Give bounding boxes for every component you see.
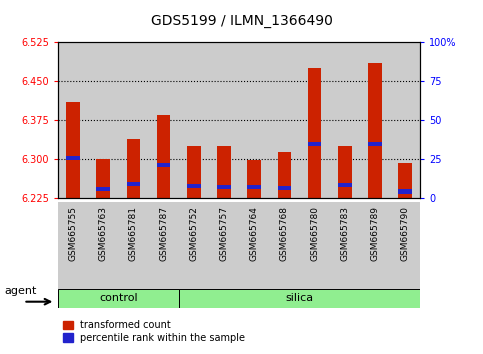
Bar [157,163,170,167]
Bar [338,183,352,187]
Bar [179,289,420,308]
Bar [360,42,390,198]
Text: GSM665783: GSM665783 [340,206,349,261]
Bar [149,202,179,294]
Text: GSM665781: GSM665781 [129,206,138,261]
Bar [278,152,291,198]
Bar [58,202,88,294]
Text: GSM665790: GSM665790 [400,206,410,261]
Text: GDS5199 / ILMN_1366490: GDS5199 / ILMN_1366490 [151,14,332,28]
Text: GSM665787: GSM665787 [159,206,168,261]
Bar [360,202,390,294]
Bar [127,182,140,186]
Bar [58,42,88,198]
Bar [66,156,80,160]
Bar [368,63,382,198]
Bar [368,142,382,146]
Bar [308,142,321,146]
Bar [209,202,239,294]
Bar [118,202,149,294]
Text: GSM665752: GSM665752 [189,206,199,261]
Bar [217,185,231,189]
Bar [270,42,299,198]
Bar [398,163,412,198]
Bar [330,42,360,198]
Bar [66,102,80,198]
Bar [217,146,231,198]
Bar [97,159,110,198]
Bar [187,184,200,188]
Legend: transformed count, percentile rank within the sample: transformed count, percentile rank withi… [63,320,245,343]
Bar [179,202,209,294]
Text: GSM665780: GSM665780 [310,206,319,261]
Bar [88,42,118,198]
Bar [270,202,299,294]
Bar [247,185,261,189]
Bar [179,42,209,198]
Bar [157,115,170,198]
Bar [118,42,149,198]
Text: GSM665757: GSM665757 [219,206,228,261]
Text: control: control [99,293,138,303]
Bar [390,42,420,198]
Text: GSM665763: GSM665763 [99,206,108,261]
Bar [330,202,360,294]
Bar [398,189,412,194]
Bar [299,202,330,294]
Bar [338,146,352,198]
Bar [299,42,330,198]
Bar [278,186,291,190]
Text: GSM665789: GSM665789 [370,206,380,261]
Bar [308,68,321,198]
Text: agent: agent [5,286,37,296]
Bar [187,146,200,198]
Bar [239,42,270,198]
Bar [58,289,179,308]
Bar [97,187,110,192]
Text: GSM665755: GSM665755 [69,206,78,261]
Bar [239,202,270,294]
Bar [209,42,239,198]
Bar [247,160,261,198]
Bar [88,202,118,294]
Bar [390,202,420,294]
Text: GSM665764: GSM665764 [250,206,259,261]
Bar [149,42,179,198]
Text: silica: silica [285,293,313,303]
Text: GSM665768: GSM665768 [280,206,289,261]
Bar [127,138,140,198]
